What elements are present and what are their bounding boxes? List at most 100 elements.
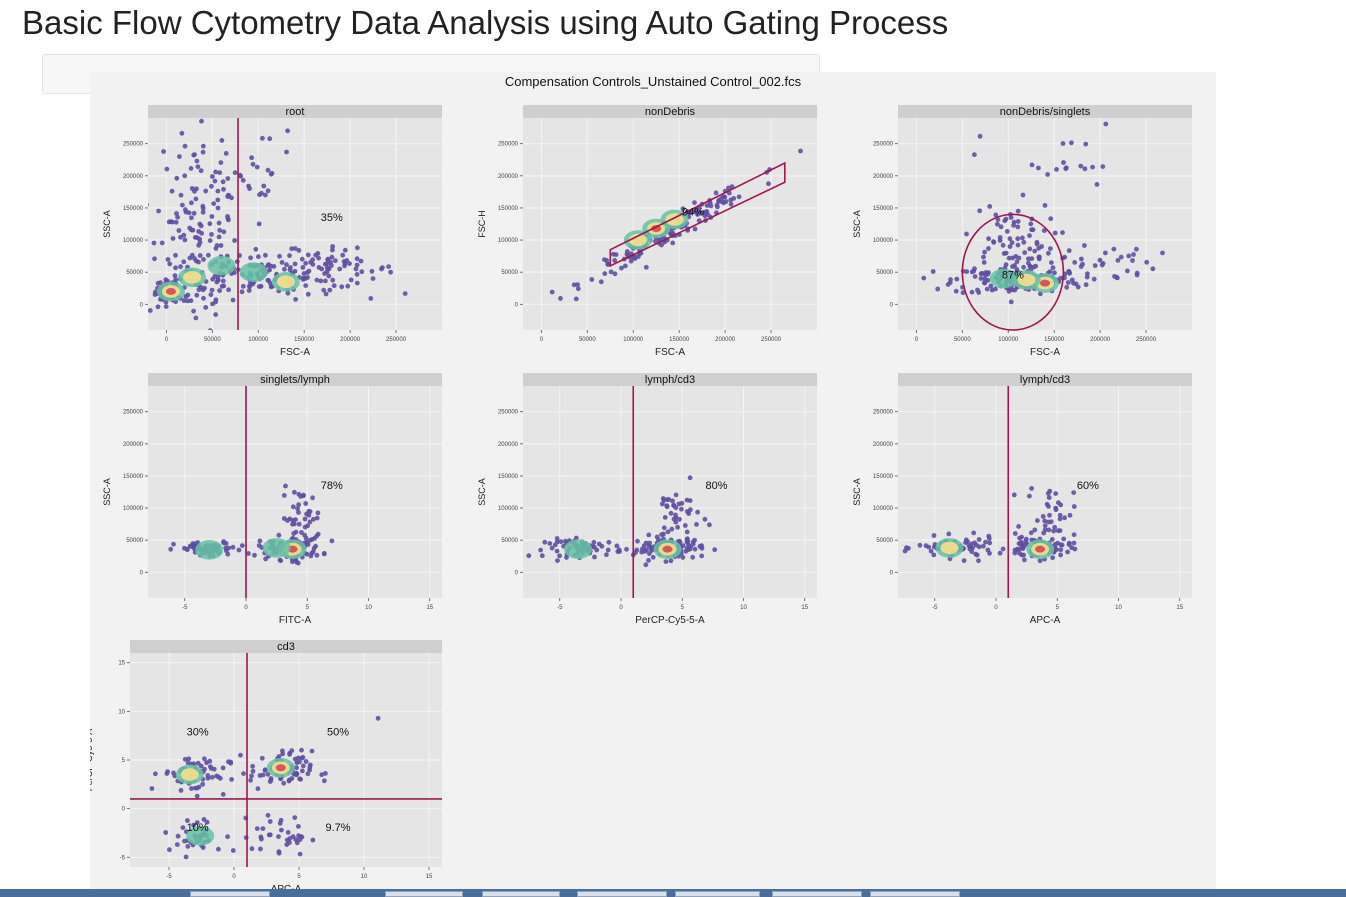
event-point	[675, 524, 680, 530]
event-point	[173, 252, 178, 258]
event-point	[369, 268, 375, 274]
event-point	[1033, 263, 1039, 269]
event-point	[173, 277, 179, 283]
event-point	[314, 552, 320, 558]
event-point	[332, 258, 338, 264]
event-point	[982, 249, 987, 255]
event-point	[225, 551, 231, 557]
event-point	[613, 252, 619, 257]
event-point	[215, 277, 221, 283]
event-point	[209, 232, 214, 237]
x-tick-label: -5	[557, 605, 563, 611]
event-point	[194, 158, 200, 164]
event-point	[321, 287, 327, 293]
event-point	[282, 266, 287, 272]
figure-title: Compensation Controls_Unstained Control_…	[505, 74, 802, 89]
event-point	[687, 475, 693, 481]
x-tick-label: 0	[244, 605, 248, 611]
x-tick-label: 0	[165, 337, 169, 343]
event-point	[315, 531, 321, 537]
taskbar-button[interactable]	[482, 891, 560, 897]
y-tick-label: 150000	[498, 474, 519, 480]
event-point	[207, 221, 213, 227]
event-point	[286, 777, 292, 783]
event-point	[981, 260, 987, 265]
event-point	[1082, 166, 1088, 172]
event-point	[539, 553, 545, 559]
event-point	[308, 553, 314, 559]
gate-ellipse[interactable]	[961, 213, 1065, 331]
gate-polygon[interactable]	[609, 161, 786, 268]
event-point	[640, 546, 645, 552]
event-point	[1041, 228, 1047, 234]
event-point	[612, 271, 618, 277]
taskbar-button[interactable]	[772, 891, 862, 897]
y-tick-label: 200000	[873, 442, 894, 448]
event-point	[1030, 227, 1036, 233]
x-tick-label: 15	[1176, 605, 1183, 611]
event-point	[699, 553, 705, 559]
event-point	[669, 526, 675, 532]
event-point	[331, 283, 337, 289]
event-point	[608, 269, 614, 275]
event-point	[209, 774, 215, 780]
taskbar-button[interactable]	[385, 891, 463, 897]
events-layer	[549, 148, 803, 302]
event-point	[257, 538, 263, 544]
y-tick-label: 150000	[498, 206, 519, 212]
page-title: Basic Flow Cytometry Data Analysis using…	[22, 4, 949, 41]
event-point	[935, 286, 941, 292]
event-point	[246, 288, 252, 293]
event-point	[375, 715, 381, 721]
y-tick-label: 50000	[876, 538, 893, 544]
event-point	[1014, 259, 1020, 265]
taskbar-button[interactable]	[870, 891, 960, 897]
event-point	[1091, 276, 1097, 282]
event-point	[1114, 275, 1120, 281]
event-point	[182, 143, 188, 149]
event-point	[368, 296, 374, 301]
event-point	[276, 532, 282, 538]
event-point	[283, 483, 288, 489]
x-axis-label: PerCP-Cy5-5-A	[635, 615, 705, 626]
event-point	[246, 551, 251, 556]
event-point	[988, 283, 994, 289]
event-point	[643, 562, 649, 568]
x-tick-label: 0	[232, 874, 236, 880]
event-point	[344, 258, 350, 263]
event-point	[302, 524, 308, 530]
event-point	[592, 554, 597, 560]
event-point	[646, 551, 652, 556]
event-point	[269, 170, 275, 176]
taskbar-button[interactable]	[577, 891, 667, 897]
event-point	[163, 830, 169, 835]
event-point	[196, 242, 202, 248]
event-point	[294, 840, 300, 846]
event-point	[200, 143, 206, 149]
event-point	[1069, 140, 1074, 146]
event-point	[997, 235, 1003, 240]
event-point	[194, 793, 200, 799]
y-tick-label: 100000	[123, 506, 144, 512]
event-point	[225, 176, 231, 181]
panel-strip	[130, 640, 442, 653]
event-point	[267, 832, 273, 838]
event-point	[1071, 504, 1077, 509]
event-point	[178, 264, 183, 270]
event-point	[538, 547, 543, 553]
x-tick-label: -5	[166, 874, 172, 880]
event-point	[265, 188, 271, 194]
event-point	[1032, 248, 1038, 254]
taskbar-button[interactable]	[190, 891, 270, 897]
density-hotspot	[651, 224, 662, 232]
event-point	[213, 169, 218, 175]
y-axis-label: SSC-A	[852, 210, 862, 238]
event-point	[254, 826, 260, 831]
event-point	[1027, 493, 1032, 499]
taskbar-button[interactable]	[675, 891, 760, 897]
event-point	[1046, 250, 1051, 256]
event-point	[1103, 121, 1109, 127]
event-point	[182, 545, 187, 551]
event-point	[248, 777, 254, 783]
event-point	[508, 545, 513, 550]
